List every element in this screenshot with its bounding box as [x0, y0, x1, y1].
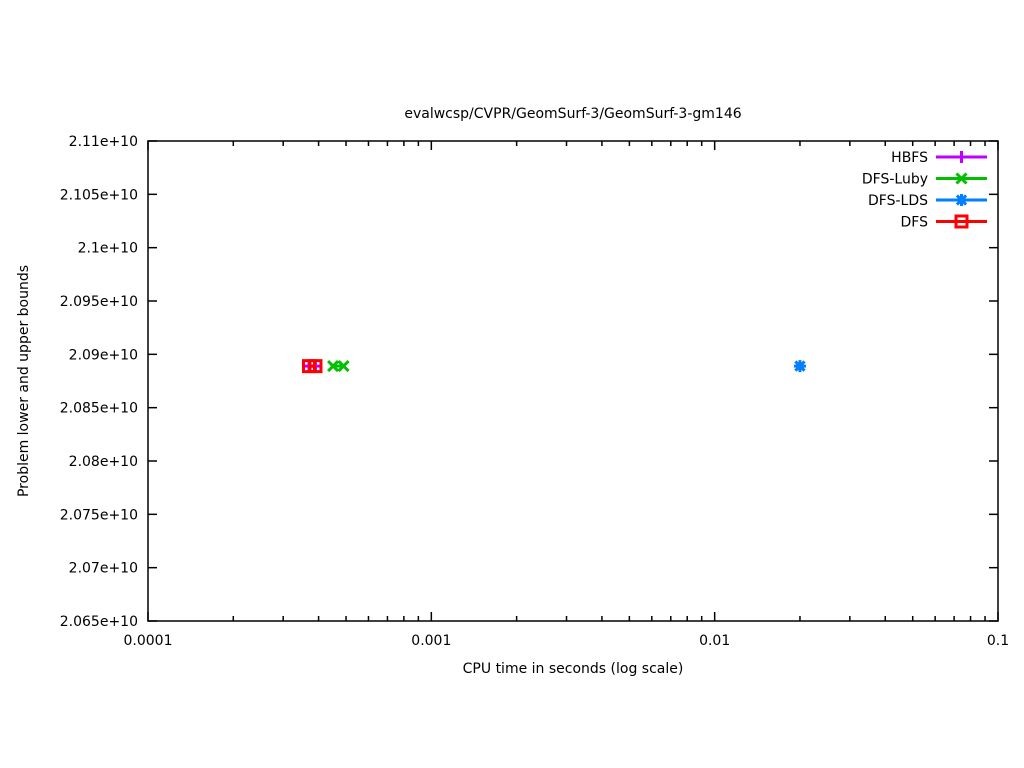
- y-tick-label: 2.11e+10: [69, 134, 138, 150]
- series-marker-dfs-lds: [793, 360, 806, 373]
- y-tick-label: 2.105e+10: [60, 187, 138, 203]
- legend-item-hbfs: HBFS: [891, 150, 987, 166]
- legend-label: DFS: [901, 215, 929, 231]
- plot-frame: [147, 140, 999, 622]
- y-tick-label: 2.09e+10: [69, 347, 138, 363]
- legend-label: HBFS: [891, 150, 928, 166]
- y-tick-label: 2.08e+10: [69, 454, 138, 470]
- x-tick-label: 0.0001: [124, 633, 173, 649]
- legend-marker-sample: [954, 214, 969, 229]
- legend-marker-sample: [955, 194, 968, 206]
- series-marker-dfs-luby: [337, 360, 350, 373]
- y-tick-label: 2.085e+10: [60, 401, 138, 417]
- y-tick-label: 2.065e+10: [60, 614, 138, 630]
- y-tick-label: 2.1e+10: [78, 241, 138, 257]
- y-axis-title: Problem lower and upper bounds: [16, 265, 32, 497]
- chart-title: evalwcsp/CVPR/GeomSurf-3/GeomSurf-3-gm14…: [404, 106, 741, 122]
- x-axis-title: CPU time in seconds (log scale): [463, 661, 684, 677]
- legend-item-dfs-luby: DFS-Luby: [862, 172, 987, 188]
- legend-marker-sample: [955, 172, 968, 185]
- series-layer: [301, 359, 806, 374]
- x-tick-label: 0.01: [699, 633, 730, 649]
- legend-box: HBFS DFS-Luby DFS-LDS DFS: [862, 150, 987, 231]
- legend-label: DFS-LDS: [868, 193, 928, 209]
- series-marker-dfs: [308, 359, 323, 374]
- y-tick-label: 2.07e+10: [69, 561, 138, 577]
- x-tick-label: 0.001: [411, 633, 451, 649]
- axes-layer: 2.065e+10 2.07e+10 2.075e+10 2.08e+10 2.085e…: [60, 134, 1009, 649]
- series-marker-dfs-luby: [327, 360, 340, 373]
- y-tick-label: 2.095e+10: [60, 294, 138, 310]
- legend-marker-sample: [955, 151, 968, 163]
- legend-label: DFS-Luby: [862, 172, 928, 188]
- x-tick-label: 0.1: [987, 633, 1009, 649]
- legend-item-dfs-lds: DFS-LDS: [868, 193, 987, 209]
- legend-item-dfs: DFS: [901, 214, 987, 231]
- y-tick-label: 2.075e+10: [60, 507, 138, 523]
